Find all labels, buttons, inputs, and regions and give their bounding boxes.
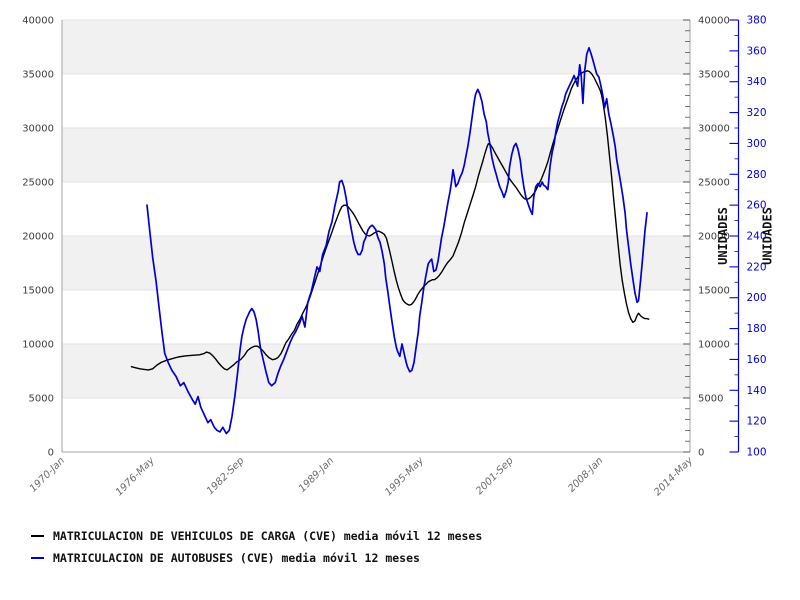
y-left-tick-label: 35000 [22,70,54,81]
y-right-tick-label: 35000 [698,70,730,81]
y-right2-tick-label: 360 [747,45,767,57]
autobuses-line-swatch [31,557,44,559]
y-left-tick-label: 5000 [29,394,54,405]
x-tick-label: 2014-May [652,455,696,499]
x-tick-label: 1976-May [114,455,158,499]
y-right2-tick-label: 340 [747,76,767,88]
y-right2-tick-label: 100 [747,447,767,459]
y-left-tick-label: 25000 [22,178,54,189]
carga-series-line [130,70,650,371]
y-right-tick-label: 0 [698,448,704,459]
plot-band [62,236,690,290]
y-right-tick-label: 20000 [698,232,730,243]
y-right-tick-label: 30000 [698,124,730,135]
x-tick-label: 1995-May [383,455,427,499]
x-tick-label: 2001-Sep [474,455,516,497]
y-right2-tick-label: 160 [747,354,767,366]
y-right2-axis-title: UNIDADES [761,207,775,265]
carga-line-swatch [31,535,44,537]
y-right-tick-label: 15000 [698,286,730,297]
x-tick-label: 1970-Jan [28,455,67,494]
y-left-tick-label: 0 [48,448,54,459]
plot-band [62,344,690,398]
y-right2-tick-label: 200 [747,292,767,304]
x-tick-label: 2008-Jan [566,455,605,494]
y-right-tick-label: 10000 [698,340,730,351]
x-tick-label: 1989-Jan [297,455,336,494]
y-right2-tick-label: 380 [747,15,767,27]
y-left-tick-label: 10000 [22,340,54,351]
y-right-tick-label: 25000 [698,178,730,189]
y-left-tick-label: 15000 [22,286,54,297]
plot-band [62,128,690,182]
legend-label-carga: MATRICULACION DE VEHICULOS DE CARGA (CVE… [53,529,483,543]
y-right2-tick-label: 320 [747,107,767,119]
legend-label-autobuses: MATRICULACION DE AUTOBUSES (CVE) media m… [53,551,420,565]
legend-item-autobuses: MATRICULACION DE AUTOBUSES (CVE) media m… [31,547,482,569]
y-right-tick-label: 5000 [698,394,723,405]
y-right2-tick-label: 240 [747,231,767,243]
y-right2-tick-label: 180 [747,323,767,335]
y-left-tick-label: 30000 [22,124,54,135]
y-right-axis-title: UNIDADES [716,207,730,265]
plot-band [62,20,690,74]
y-right2-tick-label: 260 [747,200,767,212]
y-right2-tick-label: 220 [747,261,767,273]
legend-item-carga: MATRICULACION DE VEHICULOS DE CARGA (CVE… [31,525,482,547]
y-right2-tick-label: 280 [747,169,767,181]
y-left-tick-label: 20000 [22,232,54,243]
y-right2-tick-label: 300 [747,138,767,150]
x-tick-label: 1982-Sep [205,455,247,497]
autobuses-series-line [146,46,648,435]
legend: MATRICULACION DE VEHICULOS DE CARGA (CVE… [31,525,482,569]
y-left-tick-label: 40000 [22,16,54,27]
y-right2-tick-label: 120 [747,416,767,428]
y-right2-tick-label: 140 [747,385,767,397]
y-right-tick-label: 40000 [698,16,730,27]
